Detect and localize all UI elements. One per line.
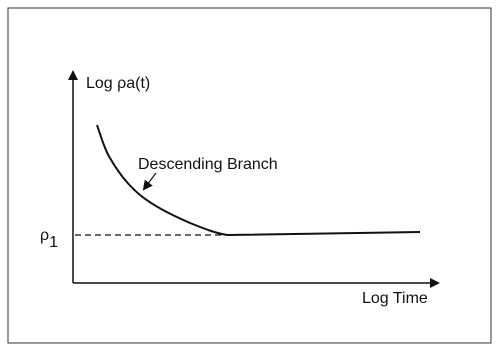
annotation-arrow [142, 172, 157, 191]
curve [96, 124, 421, 237]
level-symbol: ρ [40, 227, 49, 244]
x-axis-label: Log Time [362, 290, 428, 307]
level-label: ρ1 [40, 227, 58, 251]
frame [7, 7, 492, 344]
level-subscript: 1 [49, 234, 58, 251]
y-axis-label: Log ρa(t) [86, 75, 150, 92]
annotation-label: Descending Branch [138, 156, 278, 173]
